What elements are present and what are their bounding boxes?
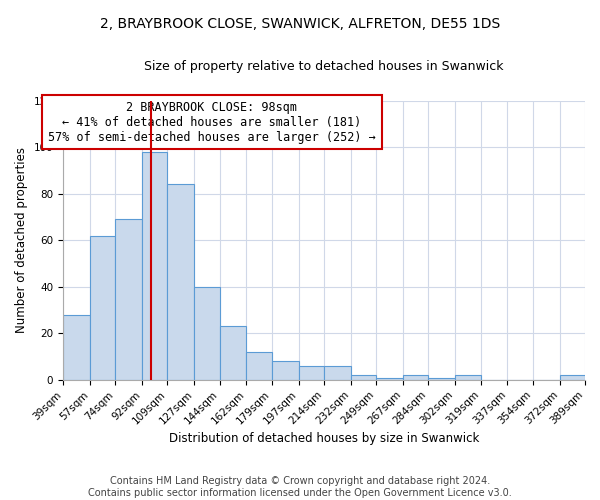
Text: Contains HM Land Registry data © Crown copyright and database right 2024.
Contai: Contains HM Land Registry data © Crown c… [88, 476, 512, 498]
X-axis label: Distribution of detached houses by size in Swanwick: Distribution of detached houses by size … [169, 432, 479, 445]
Bar [560, 375, 585, 380]
Bar [351, 375, 376, 380]
Y-axis label: Number of detached properties: Number of detached properties [15, 147, 28, 333]
Text: 2, BRAYBROOK CLOSE, SWANWICK, ALFRETON, DE55 1DS: 2, BRAYBROOK CLOSE, SWANWICK, ALFRETON, … [100, 18, 500, 32]
Bar [324, 366, 351, 380]
Bar [90, 236, 115, 380]
Bar [403, 375, 428, 380]
Bar [194, 287, 220, 380]
Title: Size of property relative to detached houses in Swanwick: Size of property relative to detached ho… [144, 60, 504, 73]
Bar [272, 361, 299, 380]
Bar [299, 366, 324, 380]
Bar [115, 220, 142, 380]
Bar [376, 378, 403, 380]
Bar [455, 375, 481, 380]
Bar [167, 184, 194, 380]
Bar [63, 314, 90, 380]
Bar [247, 352, 272, 380]
Bar [220, 326, 247, 380]
Bar [428, 378, 455, 380]
Text: 2 BRAYBROOK CLOSE: 98sqm
← 41% of detached houses are smaller (181)
57% of semi-: 2 BRAYBROOK CLOSE: 98sqm ← 41% of detach… [48, 100, 376, 144]
Bar [142, 152, 167, 380]
